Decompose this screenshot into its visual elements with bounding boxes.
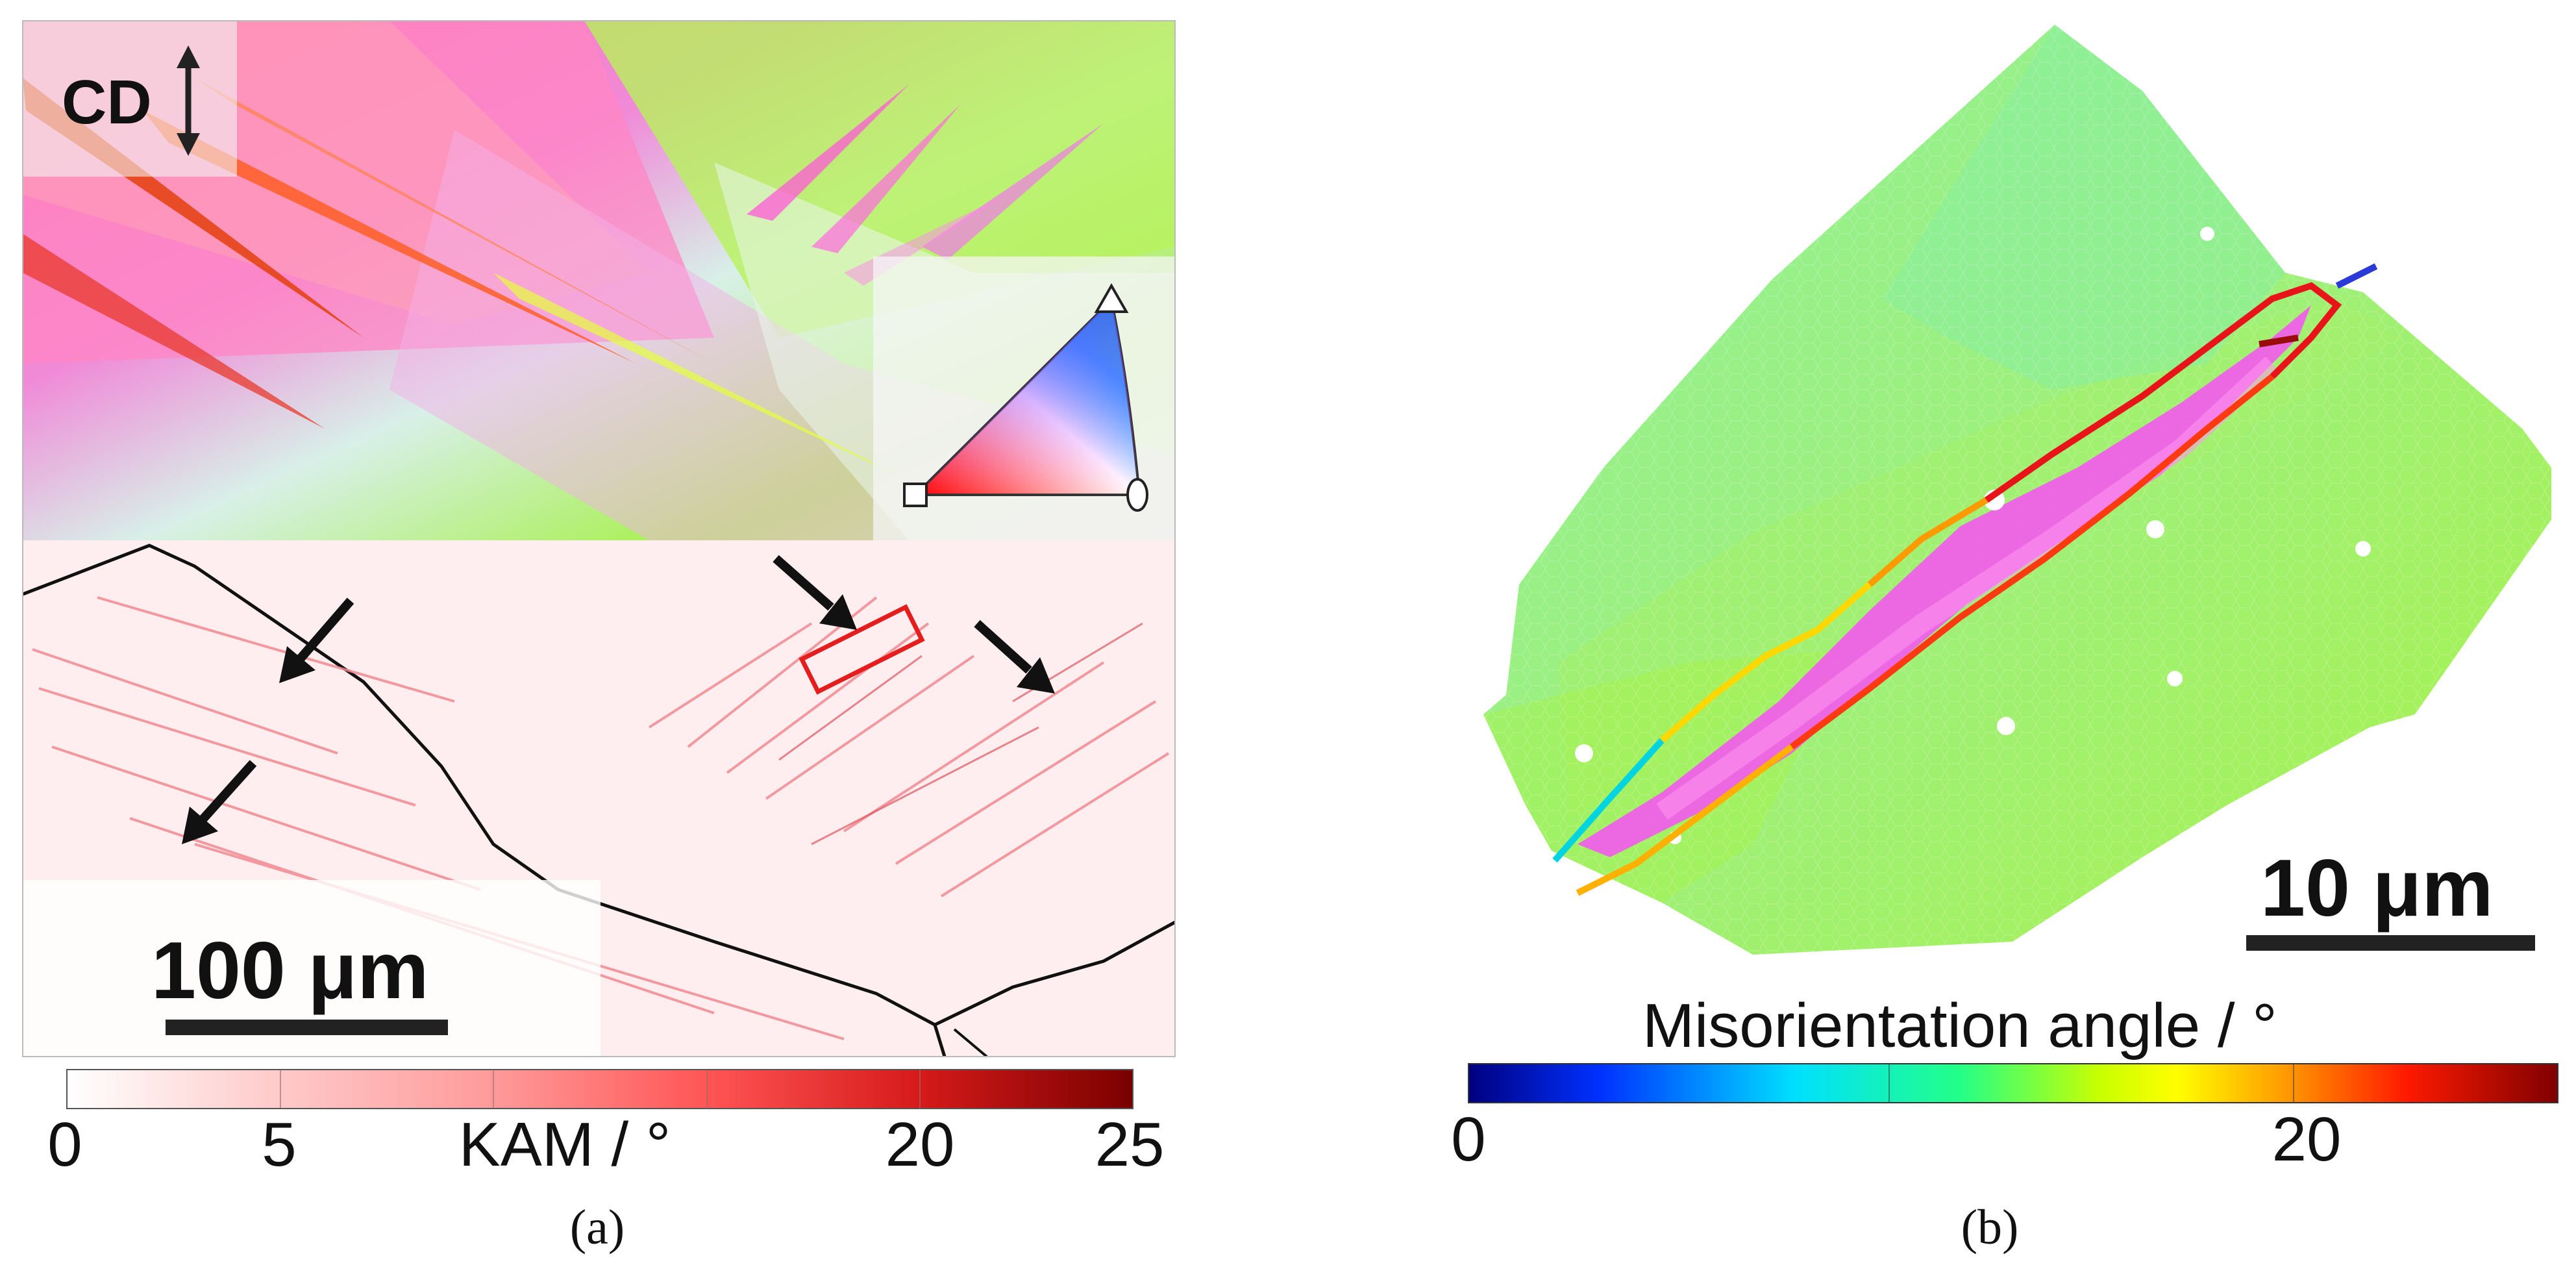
- kam-map: [22, 540, 1176, 1058]
- cd-arrow-icon: [177, 45, 200, 156]
- panel-a: CD: [22, 20, 1176, 1255]
- kam-tick-0: 0: [47, 1110, 82, 1179]
- arrow-icon: [279, 597, 354, 683]
- ellipse-marker-icon: [1126, 478, 1148, 512]
- highlight-box: [799, 604, 925, 695]
- ipf-color-key-triangle: [903, 282, 1148, 512]
- arrow-icon: [773, 555, 857, 630]
- arrow-icon: [974, 620, 1055, 694]
- misorientation-tick-0: 0: [1451, 1105, 1485, 1174]
- triangle-marker-icon: [1094, 282, 1129, 313]
- arrow-icon: [182, 760, 257, 844]
- scale-bar-label: 10 μm: [2260, 844, 2494, 933]
- kam-tick-20: 20: [886, 1110, 955, 1179]
- kam-axis-label: KAM / °: [459, 1110, 671, 1179]
- colorbar-title: Misorientation angle / °: [1642, 991, 2277, 1060]
- misorientation-map: [1480, 19, 2558, 961]
- misorientation-tick-20: 20: [2272, 1105, 2342, 1174]
- panel-b-caption: (b): [1961, 1200, 2019, 1255]
- square-marker-icon: [903, 483, 928, 507]
- panel-b: 10 μm Misorientation angle / ° 0 20 (b): [1451, 19, 2558, 1255]
- scale-bar-label: 100 μm: [151, 926, 428, 1016]
- cd-label: CD: [62, 68, 152, 137]
- panel-a-caption: (a): [570, 1200, 625, 1255]
- misorientation-colorbar: [1468, 1063, 2558, 1103]
- kam-tick-25: 25: [1095, 1110, 1165, 1179]
- kam-tick-5: 5: [262, 1110, 296, 1179]
- cd-label-box: [23, 21, 237, 177]
- kam-colorbar: [66, 1069, 1133, 1109]
